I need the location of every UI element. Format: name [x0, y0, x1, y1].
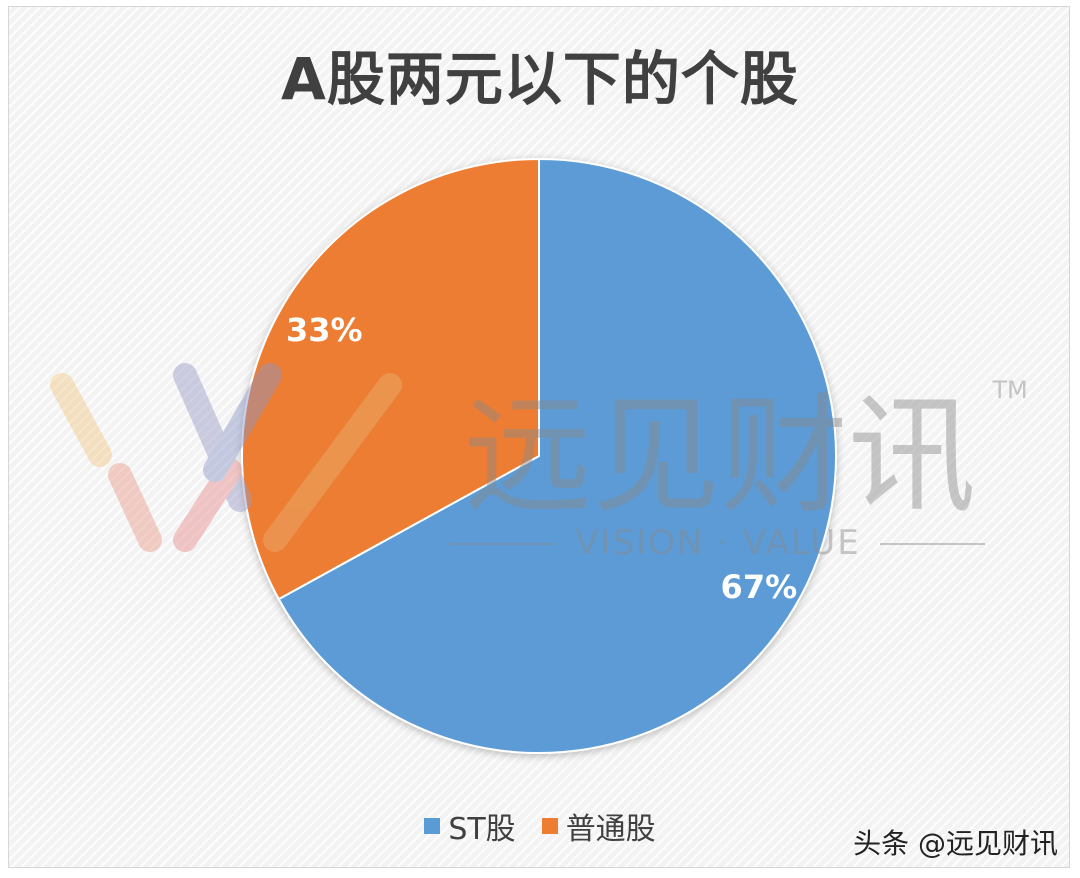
data-label-1: 33% — [286, 311, 363, 349]
pie-slice-1 — [241, 157, 540, 601]
legend-swatch-st — [424, 818, 441, 834]
legend-swatch-common — [541, 818, 558, 834]
watermark-trademark: TM — [991, 376, 1027, 404]
watermark-brand-en: VISION · VALUE — [575, 523, 860, 563]
legend-label-st: ST股 — [448, 812, 516, 847]
legend-label-common: 普通股 — [565, 812, 656, 847]
watermark-brand-cn: 远见财讯 — [464, 382, 976, 531]
source-credit: 头条 @远见财讯 — [853, 827, 1058, 860]
watermark-logo-icon — [50, 363, 402, 552]
chart-legend: ST股 普通股 — [0, 804, 1080, 848]
data-label-0: 67% — [721, 568, 798, 606]
pie-slice-0 — [277, 157, 837, 754]
chart-title: A股两元以下的个股 — [281, 45, 799, 113]
legend-item-common: 普通股 — [541, 804, 656, 848]
legend-item-st: ST股 — [424, 804, 516, 848]
watermark: 远见财讯 TM VISION · VALUE — [50, 363, 1028, 563]
